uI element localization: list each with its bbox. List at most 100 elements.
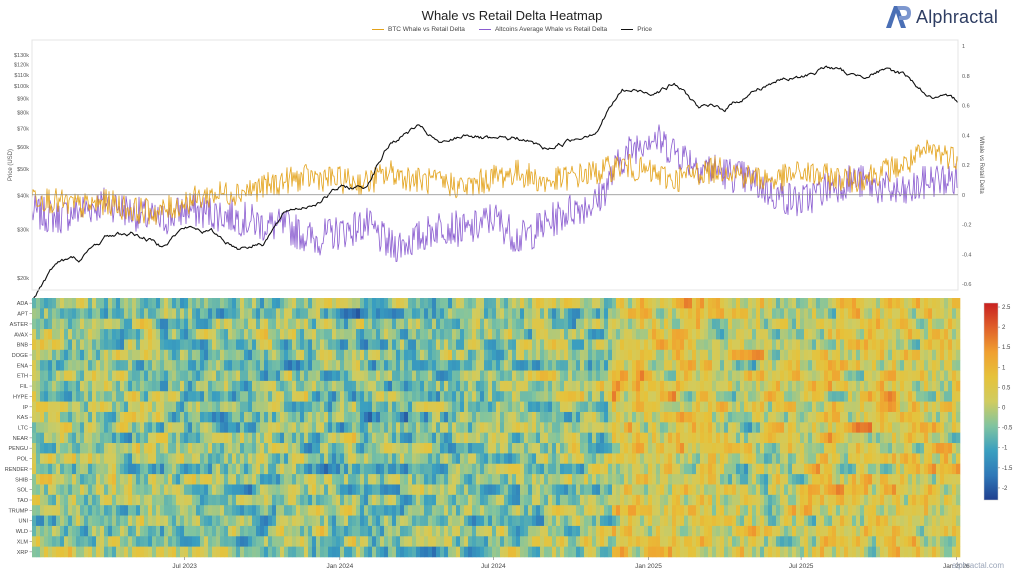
heatmap-cell <box>700 474 705 485</box>
heatmap-cell <box>172 484 177 496</box>
heatmap-cell <box>900 339 905 351</box>
heatmap-cell <box>452 505 457 516</box>
heatmap-cell <box>672 505 677 516</box>
heatmap-cell <box>636 484 641 496</box>
legend-item[interactable]: Price <box>621 26 652 33</box>
heatmap-cell <box>104 474 109 485</box>
heatmap-cell <box>308 401 313 413</box>
heatmap-cell <box>396 411 401 423</box>
heatmap-cell <box>348 308 353 320</box>
heatmap-cell <box>812 298 817 309</box>
heatmap-cell <box>716 484 721 496</box>
heatmap-cell <box>244 339 249 351</box>
heatmap-cell <box>812 505 817 516</box>
legend-item[interactable]: Altcoins Average Whale vs Retail Delta <box>478 26 607 33</box>
heatmap-cell <box>396 380 401 392</box>
heatmap-cell <box>544 339 549 351</box>
legend-item[interactable]: BTC Whale vs Retail Delta <box>371 26 465 33</box>
heatmap-cell <box>908 318 913 330</box>
heatmap-cell <box>244 474 249 485</box>
heatmap-cell <box>680 308 685 320</box>
heatmap-cell <box>808 443 813 454</box>
heatmap-cell <box>176 401 181 413</box>
heatmap-cell <box>904 329 909 340</box>
heatmap-cell <box>44 484 49 496</box>
heatmap-cell <box>924 432 929 444</box>
heatmap-cell <box>440 474 445 485</box>
heatmap-cell <box>316 474 321 485</box>
heatmap-cell <box>380 298 385 309</box>
heatmap-cell <box>364 329 369 340</box>
heatmap-cell <box>468 494 473 506</box>
heatmap-cell <box>668 401 673 413</box>
heatmap-cell <box>116 432 121 444</box>
heatmap-cell <box>372 391 377 402</box>
heatmap-cell <box>380 453 385 465</box>
heatmap-cell <box>720 370 725 382</box>
heatmap-cell <box>508 360 513 371</box>
heatmap-cell <box>680 474 685 485</box>
heatmap-cell <box>804 484 809 496</box>
heatmap-cell <box>84 505 89 516</box>
heatmap-cell <box>124 329 129 340</box>
heatmap-cell <box>176 339 181 351</box>
heatmap-cell <box>340 391 345 402</box>
heatmap-cell <box>280 505 285 516</box>
heatmap-cell <box>664 349 669 361</box>
heatmap-cell <box>604 298 609 309</box>
heatmap-cell <box>468 422 473 433</box>
heatmap-cell <box>292 432 297 444</box>
heatmap-cell <box>424 432 429 444</box>
heatmap-cell <box>168 463 173 475</box>
heatmap-cell <box>92 349 97 361</box>
heatmap-cell <box>912 298 917 309</box>
heatmap-cell <box>128 505 133 516</box>
heatmap-cell <box>416 339 421 351</box>
heatmap-cell <box>680 443 685 454</box>
heatmap-cell <box>400 391 405 402</box>
heatmap-cell <box>60 349 65 361</box>
heatmap-cell <box>908 360 913 371</box>
heatmap-cell <box>292 308 297 320</box>
heatmap-cell <box>144 318 149 330</box>
heatmap-cell <box>312 432 317 444</box>
heatmap-cell <box>856 339 861 351</box>
heatmap-cell <box>264 329 269 340</box>
heatmap-cell <box>880 494 885 506</box>
heatmap-cell <box>340 505 345 516</box>
heatmap-cell <box>464 401 469 413</box>
heatmap-cell <box>548 380 553 392</box>
heatmap-cell <box>892 401 897 413</box>
heatmap-cell <box>448 329 453 340</box>
heatmap-cell <box>208 484 213 496</box>
heatmap-cell <box>788 443 793 454</box>
heatmap-cell <box>472 318 477 330</box>
heatmap-cell <box>884 443 889 454</box>
heatmap-cell <box>116 339 121 351</box>
heatmap-cell <box>604 329 609 340</box>
heatmap-cell <box>156 298 161 309</box>
heatmap-cell <box>416 298 421 309</box>
heatmap-cell <box>632 432 637 444</box>
heatmap-cell <box>800 474 805 485</box>
heatmap-cell <box>184 474 189 485</box>
heatmap-cell <box>452 370 457 382</box>
heatmap-cell <box>112 360 117 371</box>
heatmap-cell <box>656 370 661 382</box>
heatmap-cell <box>172 380 177 392</box>
heatmap-cell <box>752 308 757 320</box>
heatmap-cell <box>112 494 117 506</box>
heatmap-cell <box>868 360 873 371</box>
heatmap-cell <box>776 401 781 413</box>
heatmap-cell <box>64 515 69 527</box>
heatmap-cell <box>708 318 713 330</box>
heatmap-cell <box>932 505 937 516</box>
heatmap-cell <box>124 474 129 485</box>
heatmap-cell <box>448 422 453 433</box>
heatmap-cell <box>188 515 193 527</box>
heatmap-cell <box>720 474 725 485</box>
heatmap-cell <box>88 411 93 423</box>
heatmap-cell <box>472 370 477 382</box>
heatmap-cell <box>260 349 265 361</box>
heatmap-cell <box>520 401 525 413</box>
